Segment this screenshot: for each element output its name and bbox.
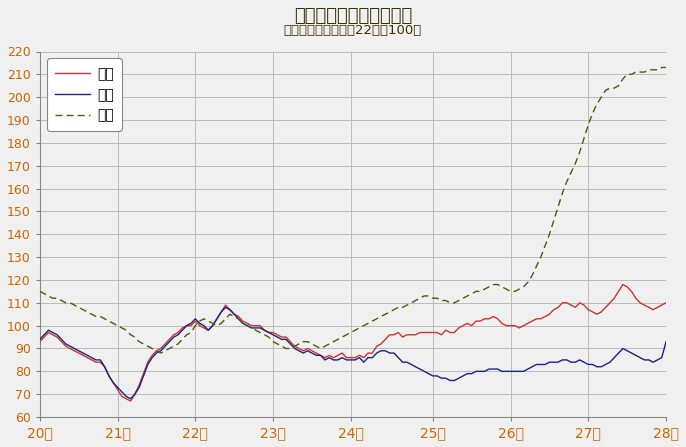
Line: 出荷: 出荷 (40, 308, 666, 399)
生産 (662, 300, 670, 305)
生産 (126, 398, 134, 404)
生産 (36, 339, 44, 344)
在庫 (658, 65, 666, 70)
在庫 (407, 300, 415, 305)
出荷 (662, 339, 670, 344)
生産 (196, 323, 204, 329)
在庫 (196, 318, 204, 324)
生産 (109, 380, 117, 385)
生産 (191, 318, 200, 324)
Line: 生産: 生産 (40, 285, 666, 401)
在庫 (355, 325, 364, 331)
出荷 (191, 316, 200, 321)
Line: 在庫: 在庫 (40, 67, 666, 353)
出荷 (217, 309, 225, 315)
在庫 (662, 65, 670, 70)
出荷 (222, 305, 230, 310)
出荷 (359, 359, 368, 365)
在庫 (191, 323, 200, 329)
Legend: 生産, 出荷, 在庫: 生産, 出荷, 在庫 (47, 59, 122, 131)
生産 (355, 353, 364, 358)
生産 (407, 332, 415, 337)
生産 (217, 309, 225, 315)
生産 (619, 282, 627, 287)
出荷 (196, 320, 204, 326)
在庫 (36, 289, 44, 294)
Title: 鳥取県鉱工業指数の推移: 鳥取県鉱工業指数の推移 (294, 7, 412, 25)
出荷 (412, 364, 420, 370)
出荷 (36, 337, 44, 342)
出荷 (109, 380, 117, 385)
在庫 (156, 350, 165, 356)
出荷 (126, 396, 134, 401)
在庫 (217, 320, 225, 326)
Text: （季節調整済、平成22年＝100）: （季節調整済、平成22年＝100） (284, 24, 422, 37)
在庫 (109, 320, 117, 326)
